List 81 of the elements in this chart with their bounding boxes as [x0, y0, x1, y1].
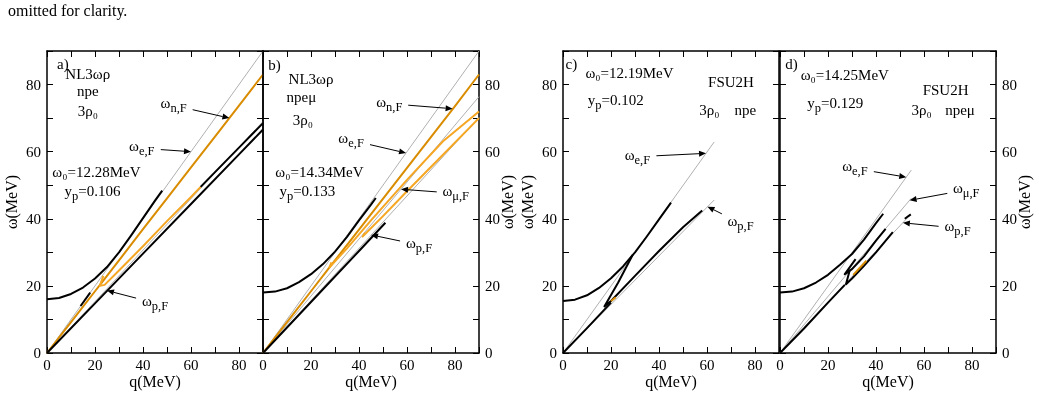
x-tick-label: 40 — [868, 357, 884, 373]
x-tick-label: 20 — [87, 357, 103, 373]
annotation: FSU2H — [922, 81, 969, 98]
annotation: FSU2H — [708, 73, 754, 90]
x-tick-label: 20 — [303, 357, 319, 373]
annotation: ω$_{e,F}$ — [842, 158, 868, 179]
annotation: ω$_{p,F}$ — [405, 234, 433, 255]
x-tick-label: 80 — [747, 357, 763, 373]
annotation: npeμ — [945, 101, 975, 118]
x-tick-label: 40 — [351, 357, 367, 373]
y-axis-title: ω(MeV) — [2, 174, 21, 230]
x-tick-label: 40 — [651, 357, 667, 373]
y-tick-label: 20 — [542, 277, 557, 294]
x-axis-title: q(MeV) — [645, 372, 697, 391]
annotation: ω$_{μ,F}$ — [952, 179, 980, 200]
y2-tick-label: 60 — [1002, 143, 1017, 160]
annotation: 3ρ₀ — [77, 102, 98, 119]
x-tick-label: 40 — [135, 357, 151, 373]
y2-tick-label: 20 — [485, 277, 500, 294]
x-axis-title: q(MeV) — [345, 372, 397, 391]
x-axis-title: q(MeV) — [129, 372, 181, 391]
y-tick-label: 0 — [33, 344, 41, 361]
y-tick-label: 40 — [26, 210, 41, 227]
annotation: 3ρ₀ — [292, 111, 313, 128]
y-tick-label: 0 — [549, 344, 557, 361]
x-tick-label: 20 — [820, 357, 836, 373]
x-tick-label: 0 — [776, 357, 784, 373]
x-tick-label: 0 — [43, 357, 51, 373]
annotation: ω$_{n,F}$ — [160, 95, 187, 116]
y2-tick-label: 0 — [485, 344, 493, 361]
annotation: ω$_{μ,F}$ — [442, 183, 470, 204]
annotation: d) — [785, 55, 798, 72]
x-tick-label: 0 — [259, 357, 267, 373]
x-tick-label: 80 — [231, 357, 247, 373]
annotation: ω$_{e,F}$ — [624, 146, 651, 167]
y-tick-label: 80 — [542, 76, 557, 93]
annotation: 3ρ₀ — [911, 101, 932, 118]
x-tick-label: 60 — [399, 357, 415, 373]
annotation: ω₀=12.19MeV — [585, 64, 674, 81]
annotation: ω$_{p,F}$ — [727, 212, 754, 233]
annotation: y$_{p}$=0.102 — [587, 91, 644, 112]
annotation: ω$_{e,F}$ — [338, 130, 364, 150]
y2-tick-label: 40 — [485, 210, 500, 227]
x-axis-title: q(MeV) — [862, 372, 914, 391]
annotation: npe — [734, 101, 757, 118]
y-tick-label: 40 — [542, 210, 557, 227]
annotation: c) — [565, 55, 578, 72]
annotation: ω₀=12.28MeV — [52, 163, 141, 180]
y2-tick-label: 80 — [1002, 76, 1017, 93]
annotation: 3ρ₀ — [699, 101, 720, 118]
annotation: npeμ — [286, 88, 317, 105]
annotation: b) — [268, 56, 281, 73]
x-tick-label: 60 — [183, 357, 199, 373]
y2-tick-label: 0 — [1002, 344, 1010, 361]
annotation: y$_{p}$=0.133 — [279, 183, 336, 204]
annotation: ω$_{p,F}$ — [944, 217, 971, 238]
annotation: ω₀=14.34MeV — [275, 163, 364, 180]
y-tick-label: 60 — [26, 143, 41, 160]
x-tick-label: 80 — [964, 357, 980, 373]
annotation: npe — [76, 82, 99, 99]
y-tick-label: 20 — [26, 277, 41, 294]
text: omitted for clarity. — [8, 2, 128, 20]
x-tick-label: 0 — [559, 357, 567, 373]
x-tick-label: 60 — [699, 357, 715, 373]
annotation: ω₀=14.25MeV — [800, 66, 889, 83]
annotation: ω$_{n,F}$ — [376, 93, 403, 114]
annotation: y$_{p}$=0.106 — [64, 183, 121, 204]
annotation: NL3ωρ — [288, 70, 334, 86]
y2-tick-label: 80 — [485, 76, 500, 93]
y-tick-label: 80 — [26, 76, 41, 93]
y2-tick-label: 20 — [1002, 277, 1017, 294]
x-tick-label: 80 — [447, 357, 463, 373]
y2-tick-label: 60 — [485, 143, 500, 160]
annotation: y$_{p}$=0.129 — [807, 95, 864, 116]
x-tick-label: 60 — [916, 357, 932, 373]
y2-tick-label: 40 — [1002, 210, 1017, 227]
x-tick-label: 20 — [603, 357, 619, 373]
y-axis-title: ω(MeV) — [518, 174, 537, 230]
annotation: ω$_{e,F}$ — [129, 138, 155, 159]
annotation: ω$_{p,F}$ — [141, 292, 169, 313]
y-tick-label: 60 — [542, 143, 557, 160]
